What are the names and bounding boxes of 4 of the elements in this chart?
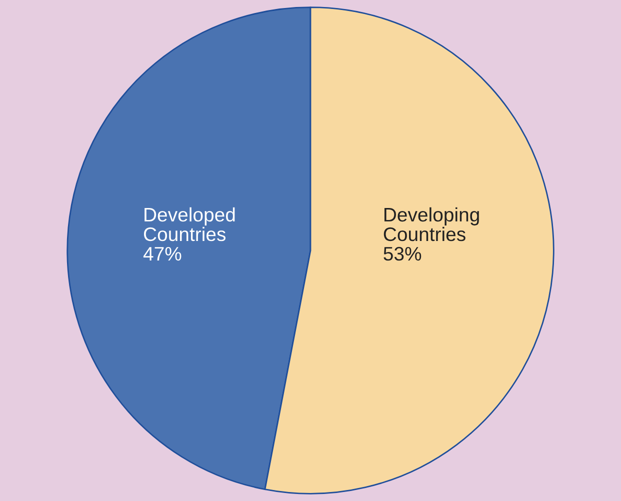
data-label: 53% [384, 246, 422, 261]
data-label: 47% [143, 246, 182, 261]
slice-label: Developed Countries [144, 207, 235, 242]
slice-label: Developing Countries [384, 207, 479, 242]
